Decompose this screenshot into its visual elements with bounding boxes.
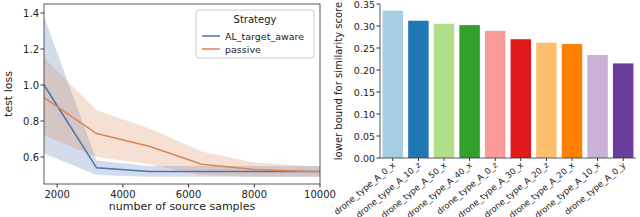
x-tick [597, 158, 598, 161]
x-axis-label: number of source samples [109, 200, 256, 213]
x-tick [623, 158, 624, 161]
y-tick-label: 0.25 [354, 43, 375, 54]
y-tick [41, 49, 45, 50]
y-axis-label: test loss [2, 71, 15, 117]
y-axis [380, 4, 381, 158]
bar [434, 24, 454, 158]
x-tick [122, 184, 123, 188]
x-tick [495, 158, 496, 161]
y-tick [377, 70, 381, 71]
line [44, 85, 320, 171]
y-tick-label: 1.4 [23, 8, 39, 19]
y-tick [41, 85, 45, 86]
y-tick-label: 0.05 [354, 131, 375, 142]
y-tick-label: 1.2 [23, 44, 39, 55]
x-tick [254, 184, 255, 188]
x-tick-label: 8000 [242, 189, 267, 200]
y-tick-label: 0.30 [354, 21, 375, 32]
x-tick [469, 158, 470, 161]
x-tick [57, 184, 58, 188]
y-tick-label: 0.8 [23, 116, 39, 127]
x-tick [188, 184, 189, 188]
y-tick-label: 0.20 [354, 65, 375, 76]
error-band [44, 17, 320, 177]
figure: 2000 4000 6000 8000 10000 0.6 0.8 1.0 1.2 1.4 numb… [0, 0, 640, 217]
y-tick-label: 1.0 [23, 80, 39, 91]
legend-title: Strategy [234, 14, 277, 25]
bar [485, 31, 505, 158]
y-tick-label: 0.00 [354, 153, 375, 164]
frame [44, 4, 320, 184]
y-tick-label: 0.35 [354, 0, 375, 10]
y-tick [41, 157, 45, 158]
legend-box [196, 10, 314, 58]
bar [408, 21, 428, 158]
error-band [44, 58, 320, 177]
bar [613, 63, 633, 158]
y-tick [377, 92, 381, 93]
legend-label: AL_target_aware [225, 31, 304, 42]
line [44, 98, 320, 172]
y-tick [377, 26, 381, 27]
x-tick [546, 158, 547, 161]
bar [511, 39, 531, 158]
y-tick-label: 0.10 [354, 109, 375, 120]
x-tick [392, 158, 393, 161]
x-tick-label: drone_type_A_0_y [562, 160, 627, 217]
x-tick-label: 6000 [176, 189, 201, 200]
legend-swatch [202, 35, 220, 37]
bar [562, 44, 582, 158]
plot-area [44, 17, 320, 177]
y-tick-label: 0.15 [354, 87, 375, 98]
x-tick-label: 2000 [44, 189, 69, 200]
x-tick [418, 158, 419, 161]
x-tick-label: 4000 [110, 189, 135, 200]
x-tick [520, 158, 521, 161]
y-tick [41, 13, 45, 14]
x-tick [444, 158, 445, 161]
plot-area [383, 11, 634, 158]
bar [383, 11, 403, 158]
y-tick [377, 4, 381, 5]
y-tick [41, 121, 45, 122]
y-tick [377, 48, 381, 49]
y-tick [377, 136, 381, 137]
bar [536, 43, 556, 158]
x-tick-label: 10000 [304, 189, 336, 200]
y-axis-label: lower bound for similarity score [333, 2, 344, 160]
y-tick [377, 114, 381, 115]
bar [587, 55, 607, 158]
legend-swatch [202, 48, 220, 50]
x-tick [320, 184, 321, 188]
legend-label: passive [225, 44, 261, 55]
x-tick [572, 158, 573, 161]
y-tick [377, 158, 381, 159]
legend: Strategy AL_target_awarepassive [196, 10, 314, 58]
bar [459, 25, 479, 158]
y-tick-label: 0.6 [23, 152, 39, 163]
